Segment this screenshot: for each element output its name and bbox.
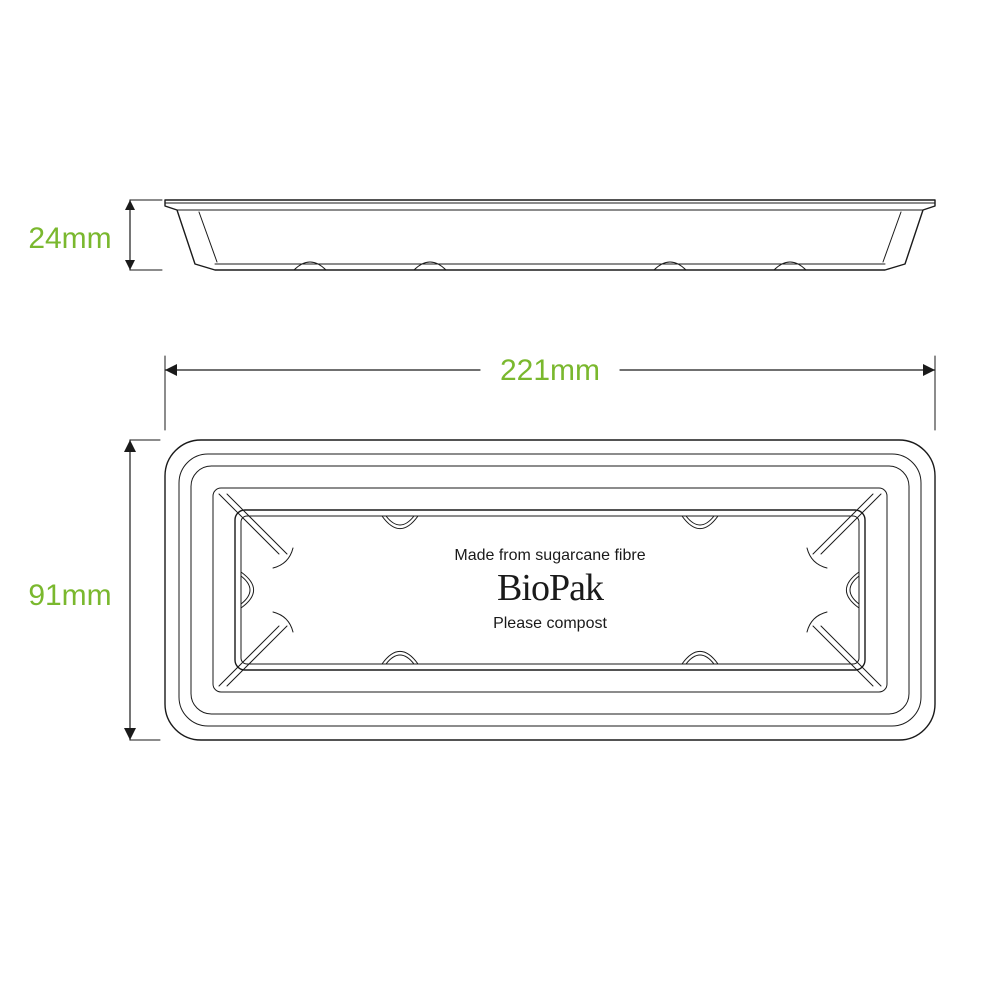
technical-drawing: 24mm 221mm 91mm Made from sugarcane fibre Bi… xyxy=(0,0,1000,1000)
dimension-width-label: 221mm xyxy=(500,354,600,387)
tagline-text: Made from sugarcane fibre xyxy=(454,547,645,564)
branding: Made from sugarcane fibre BioPak Please co… xyxy=(454,547,645,632)
side-view xyxy=(165,200,935,270)
dimension-height-label: 24mm xyxy=(28,222,111,255)
dimension-depth-label: 91mm xyxy=(28,579,111,612)
dimension-height: 24mm xyxy=(28,200,162,270)
dimension-depth: 91mm xyxy=(28,440,160,740)
dimension-width: 221mm xyxy=(165,354,935,430)
brand-logo-text: BioPak xyxy=(497,567,604,609)
compost-text: Please compost xyxy=(493,615,607,632)
